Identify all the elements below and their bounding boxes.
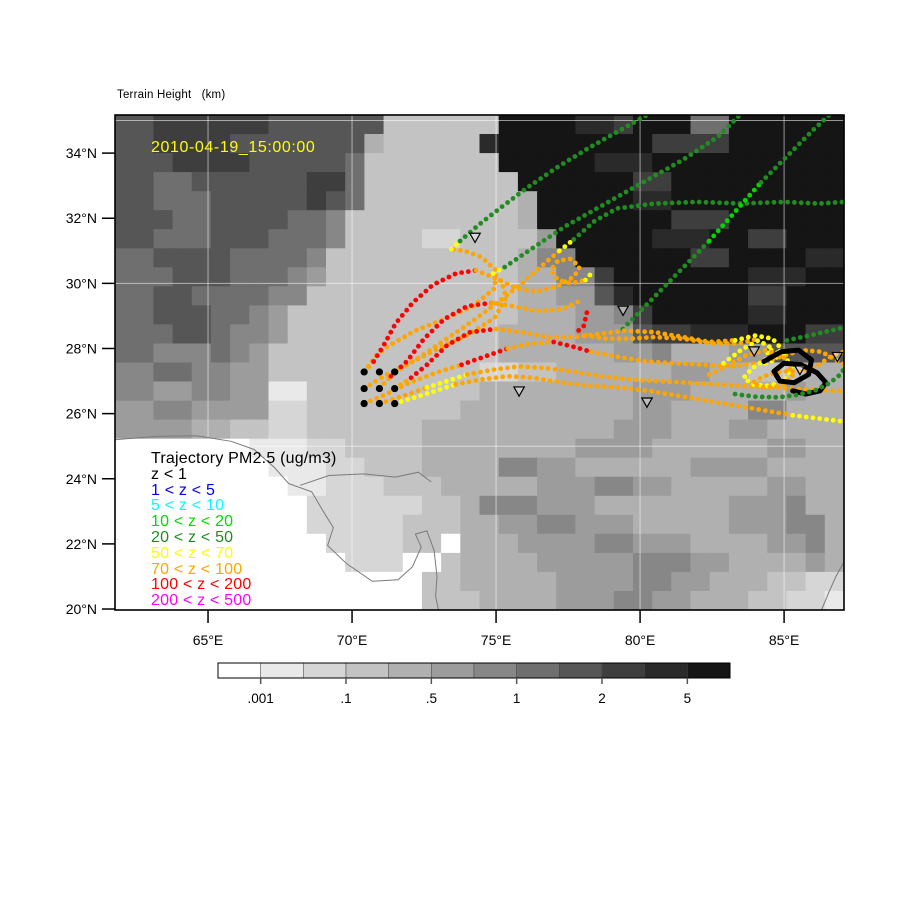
coastline-path bbox=[300, 471, 432, 486]
legend-entry: 5 < z < 10 bbox=[151, 497, 225, 515]
y-axis-label: 26°N bbox=[66, 406, 97, 422]
colorbar-tick-label: 5 bbox=[684, 691, 692, 706]
coastline bbox=[115, 435, 844, 610]
receptor-triangle-marker bbox=[747, 346, 761, 358]
source-point bbox=[360, 368, 368, 376]
receptor-triangle-marker bbox=[793, 364, 807, 376]
y-axis-label: 20°N bbox=[66, 601, 97, 617]
colorbar-segment bbox=[260, 662, 304, 679]
colorbar-segment bbox=[217, 662, 261, 679]
x-axis-label: 75°E bbox=[481, 632, 512, 648]
y-axis-label: 28°N bbox=[66, 340, 97, 356]
y-axis-label: 30°N bbox=[66, 275, 97, 291]
receptor-markers bbox=[468, 232, 844, 409]
legend-entry: 100 < z < 200 bbox=[151, 576, 252, 594]
colorbar-segment bbox=[345, 662, 389, 679]
colorbar-segment bbox=[601, 662, 645, 679]
legend-entry: 70 < z < 100 bbox=[151, 560, 243, 578]
trajectory-10 bbox=[392, 373, 843, 424]
trajectory-3 bbox=[392, 199, 844, 375]
legend-entry: 50 < z < 70 bbox=[151, 544, 234, 562]
plot-title: Terrain Height (km) bbox=[117, 89, 226, 101]
colorbar-tick-label: .5 bbox=[426, 691, 437, 706]
colorbar-segment bbox=[687, 662, 731, 679]
source-point bbox=[360, 384, 368, 393]
colorbar-tick-label: .001 bbox=[248, 691, 274, 706]
colorbar-border bbox=[217, 662, 731, 679]
legend-entry: 200 < z < 500 bbox=[151, 592, 252, 610]
trajectory-14 bbox=[732, 368, 844, 400]
legend-entry: 1 < z < 5 bbox=[151, 481, 216, 499]
source-point bbox=[375, 399, 384, 408]
colorbar-tick-label: 1 bbox=[513, 691, 521, 706]
legend-entry: 20 < z < 50 bbox=[151, 528, 234, 546]
receptor-triangle-marker bbox=[831, 351, 844, 363]
receptor-triangle-marker bbox=[616, 305, 630, 317]
trajectory-15 bbox=[784, 326, 843, 343]
legend-title: Trajectory PM2.5 (ug/m3) bbox=[151, 450, 337, 467]
colorbar-segment bbox=[303, 662, 347, 679]
colorbar-tick-label: .1 bbox=[340, 691, 351, 706]
trajectory-5 bbox=[361, 256, 593, 375]
colorbar-segment bbox=[644, 662, 688, 679]
x-axis-label: 80°E bbox=[625, 632, 656, 648]
source-point bbox=[360, 399, 368, 408]
colorbar-segment bbox=[388, 662, 432, 679]
timestamp-label: 2010-04-19_15:00:00 bbox=[151, 139, 316, 156]
receptor-triangle-marker bbox=[512, 386, 526, 398]
source-point bbox=[391, 384, 399, 393]
colorbar-segment bbox=[516, 662, 560, 679]
colorbar-tick-label: 2 bbox=[598, 691, 606, 706]
receptor-triangle-marker bbox=[640, 397, 654, 409]
trajectory-7 bbox=[392, 326, 783, 391]
coastline-path bbox=[821, 561, 844, 610]
source-point bbox=[391, 399, 399, 408]
coastline-path bbox=[115, 435, 439, 610]
terrain-colorbar: .001 .1 .5 1 2 5 bbox=[217, 662, 731, 706]
map-border bbox=[114, 114, 845, 611]
trajectory-4 bbox=[620, 115, 832, 332]
trajectory-layer bbox=[361, 115, 844, 424]
legend-entry: z < 1 bbox=[151, 465, 188, 483]
legend-entry: 10 < z < 20 bbox=[151, 513, 234, 531]
map-gridlines bbox=[115, 115, 844, 610]
source-point bbox=[375, 384, 384, 393]
y-axis-label: 24°N bbox=[66, 471, 97, 487]
source-points bbox=[360, 368, 399, 408]
y-axis-label: 22°N bbox=[66, 536, 97, 552]
axes: 34°N 32°N 30°N 28°N 26°N 24°N 22°N 20°N 65°E 70°E… bbox=[66, 145, 800, 648]
y-axis-label: 34°N bbox=[66, 145, 97, 161]
source-point bbox=[375, 368, 384, 376]
colorbar-segment bbox=[431, 662, 475, 679]
x-axis-label: 70°E bbox=[337, 632, 368, 648]
x-axis-label: 85°E bbox=[769, 632, 800, 648]
receptor-triangle-marker bbox=[468, 232, 482, 244]
y-axis-label: 32°N bbox=[66, 210, 97, 226]
colorbar-segment bbox=[559, 662, 603, 679]
colorbar-segment bbox=[473, 662, 517, 679]
source-point bbox=[391, 368, 399, 376]
x-axis-label: 65°E bbox=[193, 632, 224, 648]
